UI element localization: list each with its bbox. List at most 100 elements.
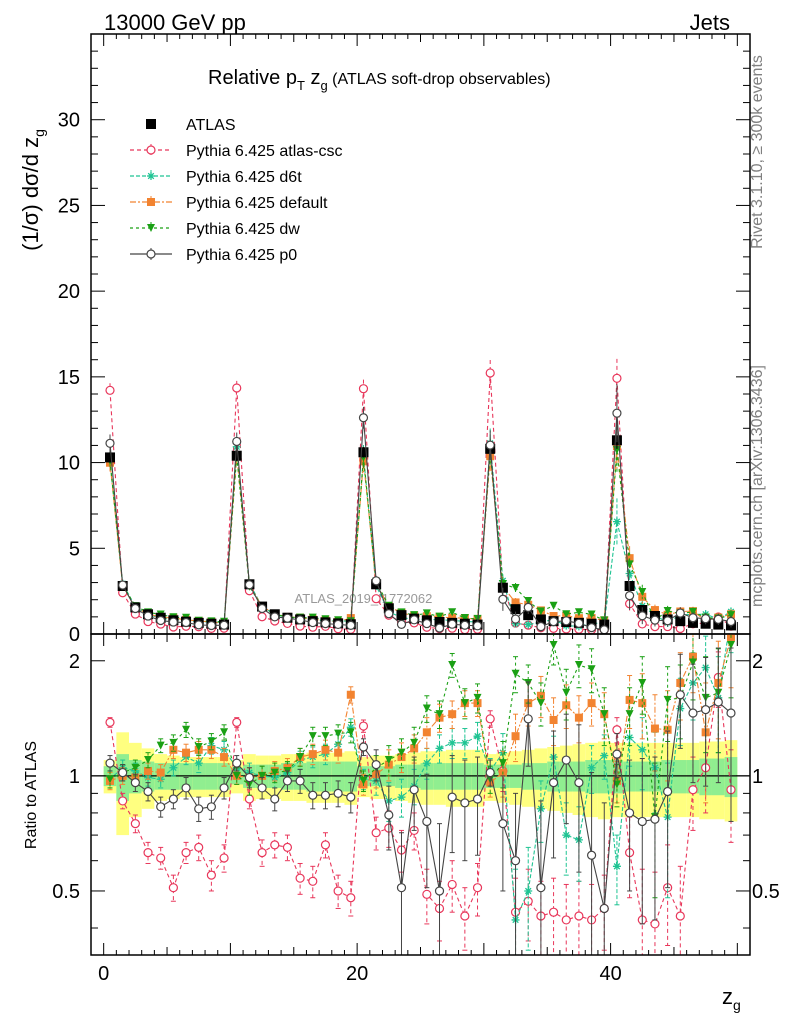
ratio-point xyxy=(194,742,203,751)
ratio-point xyxy=(346,723,355,732)
top-point xyxy=(371,576,381,586)
legend-label-dw: Pythia 6.425 dw xyxy=(186,221,300,238)
ratio-point xyxy=(410,738,419,747)
legend-marker-d6t xyxy=(147,172,155,180)
ratio-point xyxy=(118,796,128,806)
x-tick-label: 40 xyxy=(599,963,621,985)
ratio-point xyxy=(447,879,457,890)
top-point xyxy=(523,602,533,613)
ratio-point xyxy=(194,804,204,814)
ratio-point xyxy=(448,738,457,747)
ratio-point xyxy=(511,732,520,741)
top-point xyxy=(574,618,584,628)
ratio-point xyxy=(358,721,369,731)
ratio-point xyxy=(523,714,533,724)
top-point xyxy=(498,594,508,604)
top-y-axis-label: (1/σ) dσ/d zg xyxy=(18,129,47,251)
x-tick-label: 0 xyxy=(98,963,109,985)
top-point xyxy=(625,554,634,563)
ratio-point xyxy=(625,710,634,719)
ratio-point xyxy=(599,903,609,914)
ratio-point xyxy=(346,893,356,903)
ratio-point xyxy=(143,847,153,858)
top-point xyxy=(358,413,369,423)
ratio-point xyxy=(447,792,457,802)
ratio-point xyxy=(473,693,482,702)
ratio-y-tick-label-right: 2 xyxy=(752,651,763,673)
mcplots-label: mcplots.cern.ch [arXiv:1306.3436] xyxy=(749,365,766,607)
top-point xyxy=(460,614,469,623)
ratio-point xyxy=(168,883,178,893)
ratio-point xyxy=(460,699,469,708)
legend-label-d6t: Pythia 6.425 d6t xyxy=(186,169,302,186)
legend-label-p0: Pythia 6.425 p0 xyxy=(186,247,297,264)
top-y-tick-label: 10 xyxy=(58,453,80,475)
x-axis-label-main: z xyxy=(722,984,733,1009)
ratio-point xyxy=(194,842,204,852)
atlas-point xyxy=(523,610,534,621)
ratio-point xyxy=(485,714,495,724)
top-point xyxy=(625,569,634,578)
ratio-point xyxy=(574,660,583,669)
top-point xyxy=(270,612,280,622)
ratio-point xyxy=(308,750,317,759)
top-point xyxy=(511,598,520,607)
top-point xyxy=(257,612,267,622)
ratio-point xyxy=(460,798,470,808)
rivet-label: Rivet 3.1.10, ≥ 300k events xyxy=(749,55,766,249)
ratio-point xyxy=(600,710,609,719)
ratio-point xyxy=(308,790,318,800)
ratio-point xyxy=(726,708,736,718)
ratio-point xyxy=(371,828,381,838)
ratio-point xyxy=(397,793,406,802)
x-tick-label: 20 xyxy=(346,963,368,985)
ratio-point xyxy=(548,907,559,917)
top-y-tick-label: 0 xyxy=(69,624,80,646)
ratio-point xyxy=(296,753,305,762)
ratio-point xyxy=(612,749,622,759)
top-point xyxy=(637,611,647,621)
top-point xyxy=(358,384,369,394)
atlas-point xyxy=(105,452,116,463)
ratio-point xyxy=(346,792,356,802)
top-point xyxy=(244,580,255,590)
ratio-point xyxy=(562,701,571,710)
top-point xyxy=(434,623,445,633)
ratio-point xyxy=(663,695,672,704)
ratio-point xyxy=(422,759,431,768)
ratio-point xyxy=(308,732,317,741)
ratio-point xyxy=(219,853,229,863)
ratio-point xyxy=(384,756,393,765)
ratio-y-tick-label: 0.5 xyxy=(52,881,80,903)
ratio-point xyxy=(612,725,622,735)
ratio-point xyxy=(320,790,331,800)
ratio-point xyxy=(220,728,229,737)
ratio-point xyxy=(130,778,140,788)
ratio-point xyxy=(384,810,394,820)
ratio-point xyxy=(422,889,432,899)
ratio-point xyxy=(220,753,229,762)
ratio-point xyxy=(511,669,520,678)
ratio-point xyxy=(295,776,305,786)
top-point xyxy=(701,614,711,624)
ratio-y-tick-label-right: 1 xyxy=(752,766,763,788)
x-axis-label: zg xyxy=(722,984,741,1013)
ratio-point xyxy=(434,886,445,896)
header-right-label: Jets xyxy=(690,10,730,35)
ratio-point xyxy=(194,759,203,768)
top-point xyxy=(625,590,635,601)
legend-marker-atlas xyxy=(146,119,156,129)
ratio-panel: 0 20 40 0.5 0.5 1 1 2 2 xyxy=(52,633,780,985)
top-point xyxy=(511,584,520,593)
ratio-point xyxy=(587,699,596,708)
ratio-point xyxy=(207,737,216,746)
top-point xyxy=(599,625,609,634)
ratio-point xyxy=(156,853,166,863)
top-point xyxy=(688,607,697,616)
ratio-point xyxy=(106,775,115,784)
ratio-point xyxy=(688,658,697,667)
ratio-y-tick-label-right: 0.5 xyxy=(752,881,780,903)
ratio-point xyxy=(105,717,115,727)
top-point xyxy=(448,608,457,617)
